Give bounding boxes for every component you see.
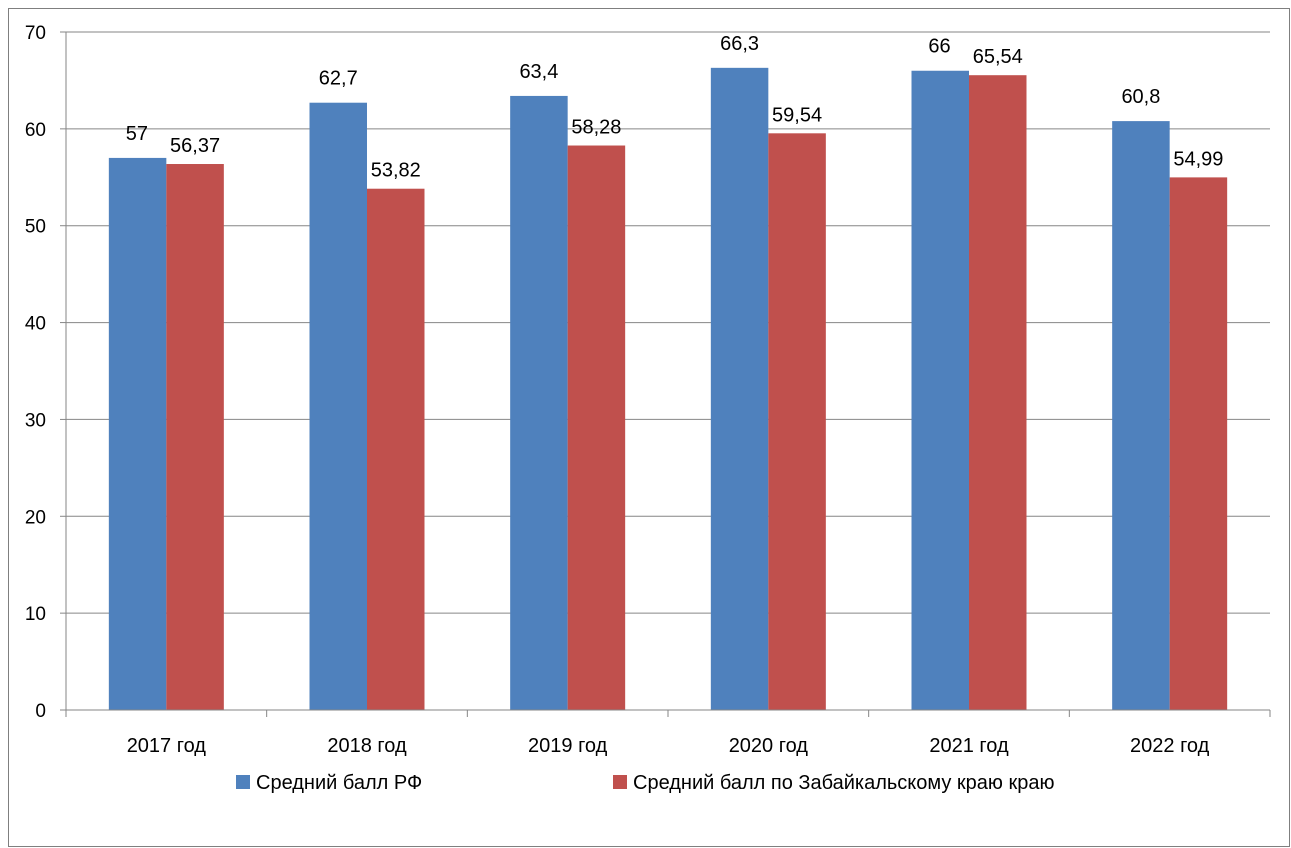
- y-axis-ticks: 0 10 20 30 40 50 60 70: [25, 23, 66, 722]
- data-label: 57: [126, 123, 148, 145]
- category-label: 2022 год: [1130, 735, 1210, 757]
- bar-rf: [309, 102, 367, 711]
- data-label: 59,54: [772, 104, 822, 126]
- y-tick-label: 30: [25, 410, 46, 431]
- data-label: 65,54: [973, 46, 1023, 68]
- bar-zabaikalsky: [1169, 177, 1228, 710]
- category-label: 2019 год: [528, 735, 608, 757]
- category-labels: 2017 год 2018 год 2019 год 2020 год 2021 год…: [127, 735, 1210, 757]
- x-axis: [65, 32, 1271, 717]
- data-label: 66,3: [720, 33, 759, 55]
- category-label: 2018 год: [327, 735, 407, 757]
- data-label: 60,8: [1121, 86, 1160, 108]
- data-label: 54,99: [1173, 148, 1223, 170]
- legend-swatch: [613, 775, 627, 789]
- data-label: 66: [928, 36, 950, 58]
- category-label: 2017 год: [127, 735, 207, 757]
- y-tick-label: 0: [35, 701, 46, 722]
- bar-zabaikalsky: [367, 188, 425, 711]
- bar-zabaikalsky: [567, 145, 626, 710]
- data-label: 62,7: [319, 68, 358, 90]
- legend-label: Средний балл по Забайкальскому краю краю: [633, 772, 1054, 794]
- y-tick-label: 40: [25, 314, 46, 335]
- data-label: 56,37: [170, 135, 220, 157]
- bar-zabaikalsky: [166, 164, 224, 710]
- legend-label: Средний балл РФ: [256, 772, 422, 794]
- legend: Средний балл РФ Средний балл по Забайкаль…: [236, 772, 1054, 794]
- bar-zabaikalsky: [969, 75, 1027, 710]
- y-tick-label: 50: [25, 217, 46, 238]
- data-label: 53,82: [371, 160, 421, 182]
- bar-zabaikalsky: [768, 133, 826, 711]
- y-tick-label: 20: [25, 507, 46, 528]
- legend-swatch: [236, 775, 250, 789]
- bar-rf: [911, 70, 969, 710]
- bar-rf: [108, 157, 167, 710]
- y-tick-label: 70: [25, 23, 46, 44]
- bar-rf: [510, 95, 568, 710]
- gridlines: [66, 31, 1270, 614]
- data-label: 58,28: [571, 117, 621, 139]
- bar-rf: [1112, 121, 1170, 710]
- category-label: 2020 год: [729, 735, 809, 757]
- bars: [108, 67, 1228, 711]
- data-label: 63,4: [519, 61, 558, 83]
- y-tick-label: 10: [25, 604, 46, 625]
- category-label: 2021 год: [929, 735, 1009, 757]
- bar-rf: [710, 67, 769, 710]
- y-tick-label: 60: [25, 120, 46, 141]
- data-labels: 57 56,37 62,7 53,82 63,4 58,28 66,3 59,54 66 65,5…: [126, 33, 1224, 182]
